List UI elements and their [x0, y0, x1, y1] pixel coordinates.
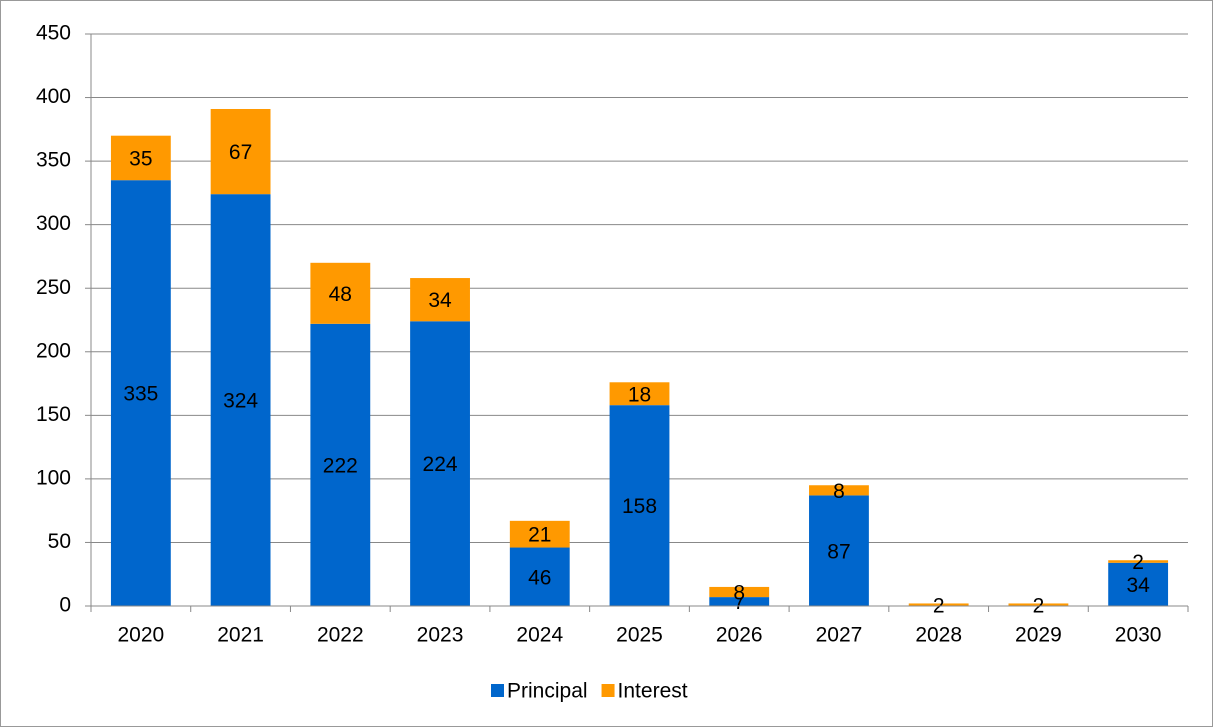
bar-segment	[709, 586, 770, 598]
y-tick-label: 50	[48, 530, 71, 553]
bar-segment	[210, 194, 271, 606]
x-tick-label: 2025	[616, 624, 663, 647]
x-tick-label: 2020	[118, 624, 165, 647]
y-tick-label: 0	[59, 594, 71, 617]
data-label: 324	[223, 390, 258, 413]
data-label: 2	[1132, 551, 1144, 574]
x-tick-label: 2026	[716, 624, 763, 647]
x-tick-label: 2028	[915, 624, 962, 647]
y-tick-label: 150	[36, 403, 71, 426]
data-label: 67	[229, 141, 252, 164]
x-tick-label: 2024	[516, 624, 563, 647]
data-label: 8	[833, 480, 845, 503]
legend-swatch	[601, 684, 615, 697]
data-label: 46	[528, 566, 551, 589]
bar-segment	[509, 547, 570, 606]
data-label: 87	[827, 540, 850, 563]
legend-label: Interest	[618, 680, 688, 703]
data-label: 158	[622, 495, 657, 518]
bar-segment	[908, 603, 969, 606]
bar-segment	[210, 108, 271, 195]
y-tick-label: 250	[36, 276, 71, 299]
legend-label: Principal	[507, 680, 588, 703]
x-tick-label: 2030	[1115, 624, 1162, 647]
bar-segment	[509, 520, 570, 548]
bar-segment	[1108, 562, 1169, 606]
y-tick-label: 450	[36, 22, 71, 45]
data-label: 335	[123, 383, 158, 406]
data-label: 8	[733, 582, 745, 605]
x-tick-label: 2027	[816, 624, 863, 647]
data-label: 224	[423, 453, 458, 476]
data-label: 35	[129, 147, 152, 170]
bar-segment	[310, 323, 371, 606]
data-label: 7	[733, 591, 745, 614]
data-label: 21	[528, 524, 551, 547]
bar-segment	[110, 135, 171, 181]
y-tick-label: 100	[36, 466, 71, 489]
y-tick-label: 350	[36, 149, 71, 172]
bar-segment	[410, 321, 470, 606]
x-tick-label: 2021	[217, 624, 264, 647]
legend-swatch	[491, 684, 504, 697]
data-label: 34	[1126, 574, 1150, 597]
bar-segment	[609, 405, 670, 606]
bar-segment	[310, 262, 371, 324]
y-tick-label: 400	[36, 85, 71, 108]
x-tick-label: 2023	[417, 624, 464, 647]
bar-segment	[809, 495, 869, 606]
y-tick-label: 200	[36, 339, 71, 362]
bar-segment	[709, 597, 770, 606]
data-label: 222	[323, 454, 358, 477]
x-tick-label: 2029	[1015, 624, 1062, 647]
bar-segment	[1008, 603, 1069, 606]
bar-segment	[609, 382, 670, 406]
bar-segment	[410, 278, 470, 322]
x-tick-label: 2022	[317, 624, 364, 647]
data-label: 34	[428, 289, 452, 312]
bar-segment	[110, 180, 171, 606]
bar-segment	[1108, 560, 1169, 563]
y-tick-label: 300	[36, 212, 71, 235]
data-label: 48	[329, 283, 352, 306]
data-label: 18	[628, 383, 651, 406]
bar-segment	[809, 485, 869, 496]
